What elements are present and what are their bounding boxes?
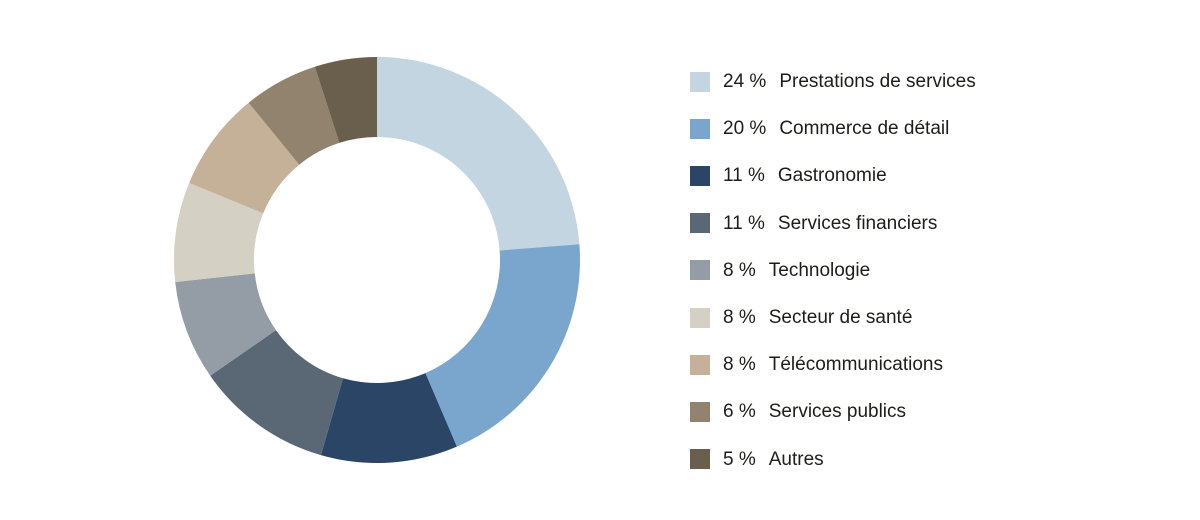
legend-item: 8 % Télécommunications — [690, 341, 976, 388]
donut-segment — [314, 57, 377, 143]
legend-swatch — [690, 449, 710, 470]
legend-swatch — [690, 213, 710, 234]
legend-item: 6 % Services publics — [690, 388, 976, 435]
donut-segment — [189, 102, 300, 214]
legend: 24 % Prestations de services 20 % Commerce … — [690, 58, 976, 483]
donut-segments — [173, 57, 581, 464]
legend-item: 5 % Autres — [690, 436, 976, 483]
donut-segment — [173, 183, 264, 283]
legend-item: 11 % Gastronomie — [690, 152, 976, 199]
legend-item: 8 % Technologie — [690, 247, 976, 294]
legend-item: 24 % Prestations de services — [690, 58, 976, 105]
legend-swatch — [690, 71, 710, 92]
legend-percent-label: 20 % — [723, 118, 767, 140]
legend-percent-label: 11 % — [723, 165, 765, 187]
legend-item: 20 % Commerce de détail — [690, 105, 976, 152]
donut-segment — [248, 66, 340, 165]
legend-percent-label: 8 % — [723, 307, 756, 329]
legend-category-label: Services financiers — [777, 212, 938, 234]
legend-percent-label: 6 % — [723, 401, 756, 423]
legend-percent-label: 8 % — [723, 354, 756, 376]
donut-segment — [175, 273, 276, 376]
legend-swatch — [690, 165, 710, 186]
legend-category-label: Commerce de détail — [779, 118, 950, 140]
legend-percent-label: 24 % — [723, 71, 767, 93]
legend-category-label: Gastronomie — [777, 165, 887, 187]
legend-percent-label: 8 % — [723, 259, 756, 281]
legend-category-label: Télécommunications — [768, 354, 943, 376]
donut-segment — [210, 330, 344, 456]
legend-item: 11 % Services financiers — [690, 200, 976, 247]
legend-category-label: Autres — [768, 448, 824, 470]
legend-percent-label: 5 % — [723, 448, 756, 470]
donut-chart — [173, 57, 581, 464]
legend-item: 8 % Secteur de santé — [690, 294, 976, 341]
legend-swatch — [690, 401, 710, 422]
legend-percent-label: 11 % — [723, 212, 765, 234]
donut-segment — [320, 373, 457, 464]
donut-segment — [377, 57, 580, 251]
legend-swatch — [690, 260, 710, 281]
legend-category-label: Services publics — [768, 401, 907, 423]
legend-category-label: Prestations de services — [779, 71, 976, 93]
legend-swatch — [690, 354, 710, 375]
legend-swatch — [690, 118, 710, 139]
legend-category-label: Technologie — [768, 259, 871, 281]
donut-segment — [425, 244, 581, 447]
legend-swatch — [690, 307, 710, 328]
legend-category-label: Secteur de santé — [768, 307, 913, 329]
